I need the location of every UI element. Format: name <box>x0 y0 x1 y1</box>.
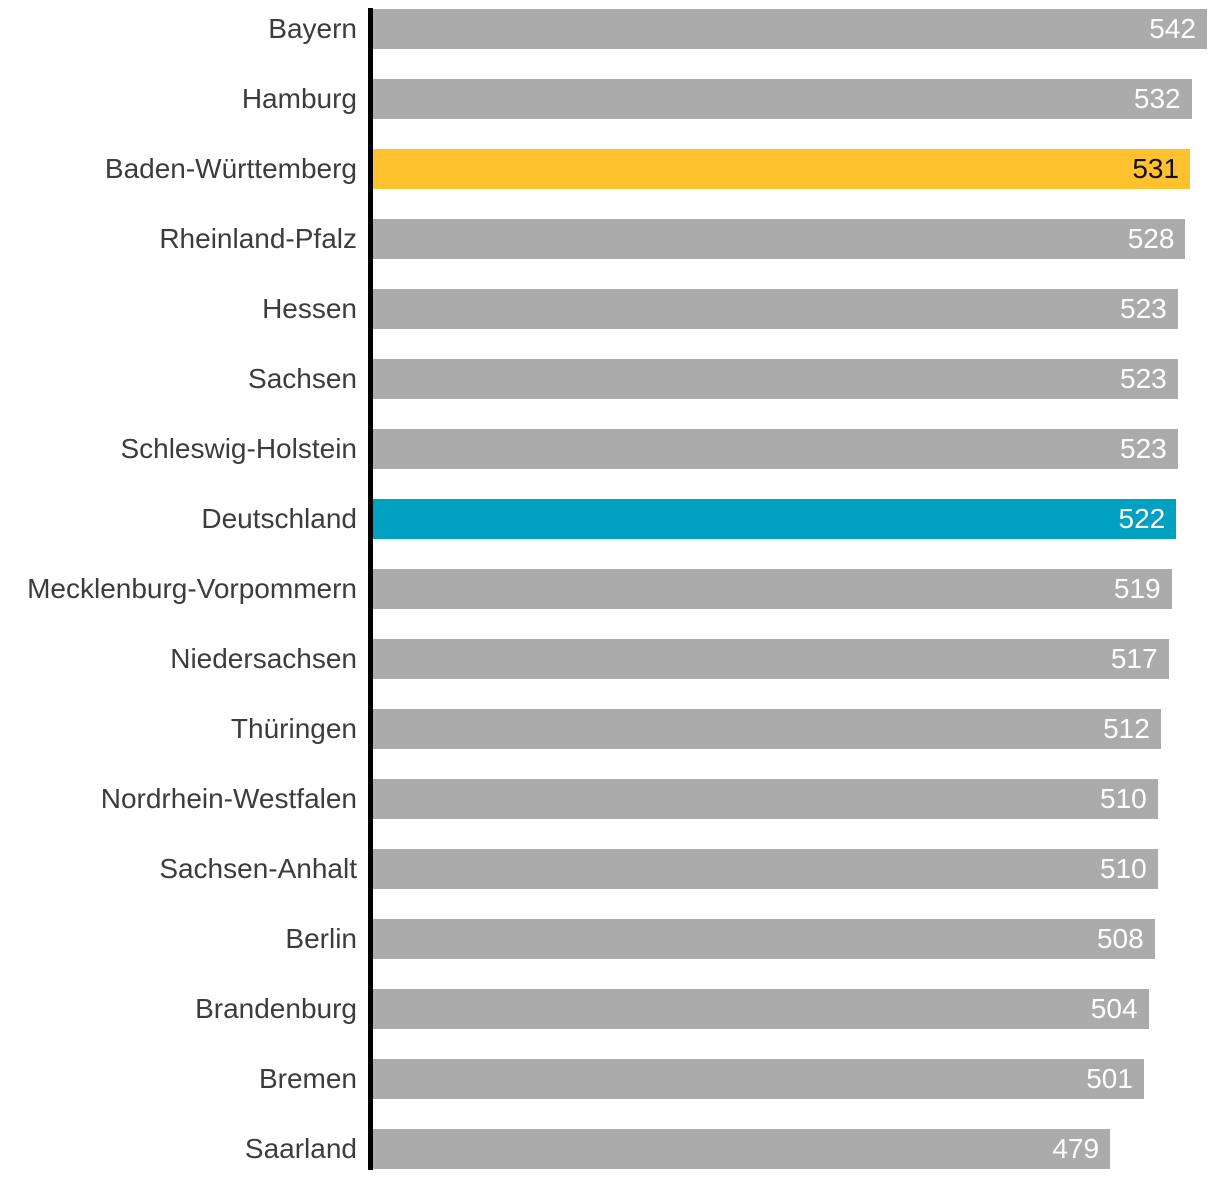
chart-row: Deutschland 522 <box>0 499 1220 569</box>
bar-area: 523 <box>373 289 1207 329</box>
value-label: 501 <box>1086 1063 1133 1094</box>
bars-list: Bayern 542 Hamburg 532 Baden-Württemberg… <box>0 9 1220 1180</box>
category-label: Schleswig-Holstein <box>120 433 357 464</box>
bar-area: 528 <box>373 219 1207 259</box>
bar-area: 510 <box>373 779 1207 819</box>
bar-area: 508 <box>373 919 1207 959</box>
category-label: Bremen <box>258 1063 357 1094</box>
chart-row: Baden-Württemberg 531 <box>0 149 1220 219</box>
category-label: Hessen <box>262 293 357 324</box>
bar: 542 <box>373 9 1207 49</box>
bar: 517 <box>373 639 1169 679</box>
value-label: 512 <box>1103 713 1150 744</box>
category-label: Brandenburg <box>195 993 357 1024</box>
bar: 523 <box>373 429 1178 469</box>
category-label: Sachsen-Anhalt <box>159 853 357 884</box>
category-label: Sachsen <box>248 363 357 394</box>
chart-row: Nordrhein-Westfalen 510 <box>0 779 1220 849</box>
chart-row: Hamburg 532 <box>0 79 1220 149</box>
bar: 519 <box>373 569 1172 609</box>
chart-row: Schleswig-Holstein 523 <box>0 429 1220 499</box>
bar-area: 501 <box>373 1059 1207 1099</box>
category-label: Hamburg <box>241 83 357 114</box>
chart-row: Thüringen 512 <box>0 709 1220 779</box>
chart-row: Sachsen 523 <box>0 359 1220 429</box>
value-label: 508 <box>1096 923 1144 954</box>
value-label: 510 <box>1100 853 1147 884</box>
y-axis-line <box>368 8 373 1170</box>
bar: 510 <box>373 779 1158 819</box>
bar: 512 <box>373 709 1161 749</box>
chart-row: Niedersachsen 517 <box>0 639 1220 709</box>
bar-area: 519 <box>373 569 1207 609</box>
chart-row: Mecklenburg-Vorpommern 519 <box>0 569 1220 639</box>
bar-area: 542 <box>373 9 1207 49</box>
chart-row: Brandenburg 504 <box>0 989 1220 1059</box>
category-label: Nordrhein-Westfalen <box>100 783 357 814</box>
category-label: Thüringen <box>230 713 357 744</box>
value-label: 522 <box>1118 503 1166 534</box>
bar-area: 532 <box>373 79 1207 119</box>
bar-area: 523 <box>373 429 1207 469</box>
value-label: 504 <box>1090 993 1138 1024</box>
bar: 523 <box>373 359 1178 399</box>
bar: 522 <box>373 499 1177 539</box>
value-label: 542 <box>1149 13 1196 44</box>
category-label: Bayern <box>268 13 357 44</box>
category-label: Niedersachsen <box>170 643 357 674</box>
chart-row: Hessen 523 <box>0 289 1220 359</box>
bar-area: 517 <box>373 639 1207 679</box>
bar-area: 512 <box>373 709 1207 749</box>
bar-area: 522 <box>373 499 1207 539</box>
chart-row: Sachsen-Anhalt 510 <box>0 849 1220 919</box>
bar: 501 <box>373 1059 1144 1099</box>
category-label: Rheinland-Pfalz <box>159 223 357 254</box>
bar-area: 523 <box>373 359 1207 399</box>
bar: 479 <box>373 1129 1111 1169</box>
value-label: 517 <box>1110 643 1158 674</box>
value-label: 479 <box>1052 1133 1100 1164</box>
bar: 510 <box>373 849 1158 889</box>
bar: 504 <box>373 989 1149 1029</box>
category-label: Mecklenburg-Vorpommern <box>27 573 357 604</box>
value-label: 519 <box>1113 573 1161 604</box>
value-label: 523 <box>1120 363 1167 394</box>
category-label: Saarland <box>244 1133 357 1164</box>
value-label: 510 <box>1100 783 1147 814</box>
bar: 532 <box>373 79 1192 119</box>
chart-row: Bayern 542 <box>0 9 1220 79</box>
value-label: 528 <box>1127 223 1175 254</box>
value-label: 532 <box>1133 83 1181 114</box>
value-label: 523 <box>1120 433 1167 464</box>
category-label: Baden-Württemberg <box>104 153 357 184</box>
chart-row: Bremen 501 <box>0 1059 1220 1129</box>
category-label: Berlin <box>285 923 357 954</box>
bar: 508 <box>373 919 1155 959</box>
bar-area: 510 <box>373 849 1207 889</box>
bar: 528 <box>373 219 1186 259</box>
bar-area: 504 <box>373 989 1207 1029</box>
value-label: 531 <box>1132 153 1180 184</box>
bar-area: 531 <box>373 149 1207 189</box>
chart-row: Saarland 479 <box>0 1129 1220 1180</box>
value-label: 523 <box>1120 293 1167 324</box>
bar-area: 479 <box>373 1129 1207 1169</box>
category-label: Deutschland <box>201 503 357 534</box>
chart-row: Berlin 508 <box>0 919 1220 989</box>
chart-row: Rheinland-Pfalz 528 <box>0 219 1220 289</box>
bar: 531 <box>373 149 1191 189</box>
bar: 523 <box>373 289 1178 329</box>
